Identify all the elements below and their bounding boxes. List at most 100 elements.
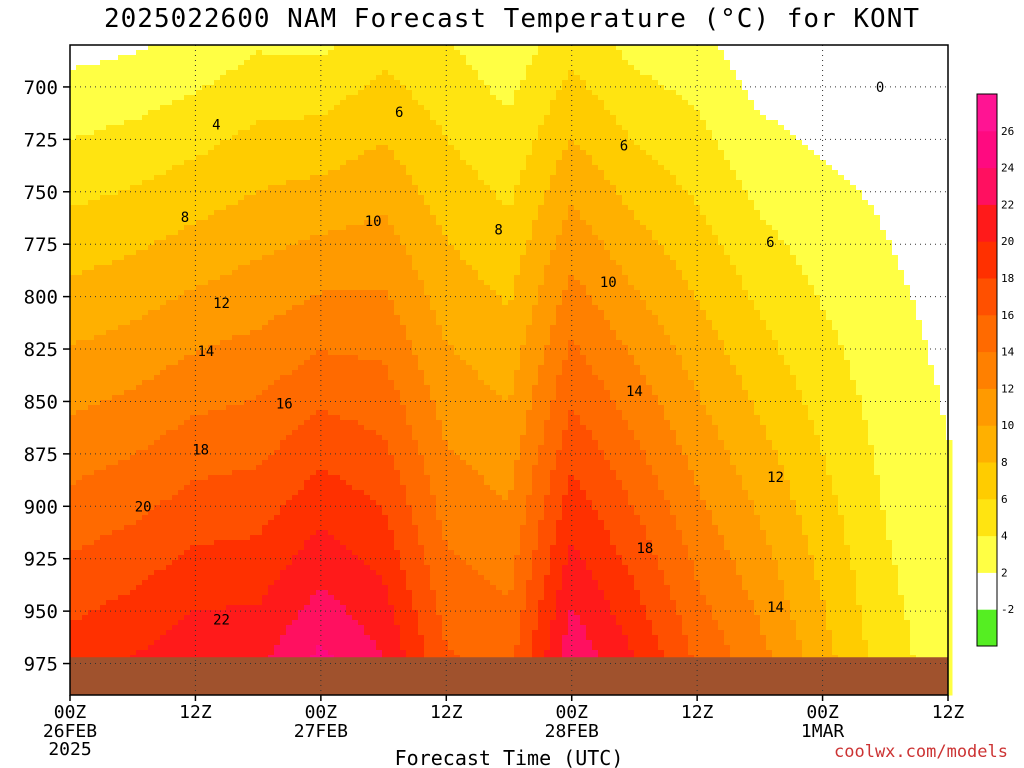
field-cell (94, 105, 101, 111)
field-cell (94, 80, 101, 86)
field-cell (250, 590, 257, 596)
field-cell (124, 210, 131, 216)
field-cell (136, 450, 143, 456)
field-cell (292, 625, 299, 631)
field-cell (298, 165, 305, 171)
field-cell (178, 160, 185, 166)
field-cell (88, 235, 95, 241)
field-cell (184, 410, 191, 416)
field-cell (112, 165, 119, 171)
field-cell (286, 435, 293, 441)
field-cell (268, 290, 275, 296)
field-cell (136, 480, 143, 486)
field-cell (232, 440, 239, 446)
field-cell (136, 135, 143, 141)
field-cell (280, 110, 287, 116)
field-cell (136, 380, 143, 386)
field-cell (244, 440, 251, 446)
field-cell (214, 530, 221, 536)
field-cell (88, 390, 95, 396)
field-cell (154, 450, 161, 456)
field-cell (196, 120, 203, 126)
field-cell (184, 645, 191, 651)
field-cell (106, 465, 113, 471)
field-cell (100, 215, 107, 221)
field-cell (184, 60, 191, 66)
field-cell (88, 150, 95, 156)
field-cell (256, 470, 263, 476)
field-cell (226, 590, 233, 596)
field-cell (214, 195, 221, 201)
field-cell (142, 405, 149, 411)
field-cell (178, 645, 185, 651)
field-cell (190, 415, 197, 421)
field-cell (214, 475, 221, 481)
field-cell (256, 440, 263, 446)
field-cell (196, 650, 203, 656)
field-cell (202, 345, 209, 351)
field-cell (172, 190, 179, 196)
field-cell (70, 155, 77, 161)
field-cell (82, 205, 89, 211)
field-cell (154, 385, 161, 391)
field-cell (118, 640, 125, 646)
field-cell (238, 70, 245, 76)
field-cell (88, 415, 95, 421)
field-cell (274, 400, 281, 406)
field-cell (136, 90, 143, 96)
field-cell (106, 440, 113, 446)
field-cell (232, 500, 239, 506)
field-cell (142, 525, 149, 531)
field-cell (76, 585, 83, 591)
field-cell (172, 260, 179, 266)
field-cell (274, 350, 281, 356)
field-cell (208, 595, 215, 601)
field-cell (274, 285, 281, 291)
field-cell (154, 340, 161, 346)
field-cell (100, 375, 107, 381)
field-cell (172, 130, 179, 136)
field-cell (274, 460, 281, 466)
field-cell (106, 520, 113, 526)
field-cell (220, 265, 227, 271)
field-cell (250, 450, 257, 456)
field-cell (208, 415, 215, 421)
field-cell (130, 485, 137, 491)
field-cell (238, 290, 245, 296)
field-cell (214, 370, 221, 376)
field-cell (244, 90, 251, 96)
field-cell (178, 285, 185, 291)
field-cell (214, 565, 221, 571)
field-cell (196, 485, 203, 491)
field-cell (178, 230, 185, 236)
field-cell (262, 400, 269, 406)
field-cell (70, 415, 77, 421)
field-cell (112, 485, 119, 491)
field-cell (166, 410, 173, 416)
field-cell (106, 305, 113, 311)
field-cell (172, 235, 179, 241)
field-cell (268, 95, 275, 101)
field-cell (94, 535, 101, 541)
field-cell (232, 470, 239, 476)
field-cell (148, 590, 155, 596)
field-cell (298, 175, 305, 181)
field-cell (280, 95, 287, 101)
field-cell (130, 365, 137, 371)
field-cell (148, 400, 155, 406)
field-cell (130, 375, 137, 381)
field-cell (292, 60, 299, 66)
field-cell (214, 125, 221, 131)
field-cell (166, 85, 173, 91)
field-cell (238, 110, 245, 116)
field-cell (280, 170, 287, 176)
field-cell (274, 615, 281, 621)
field-cell (226, 125, 233, 131)
field-cell (274, 140, 281, 146)
field-cell (142, 150, 149, 156)
field-cell (76, 125, 83, 131)
field-cell (100, 165, 107, 171)
field-cell (256, 220, 263, 226)
field-cell (202, 530, 209, 536)
field-cell (178, 140, 185, 146)
